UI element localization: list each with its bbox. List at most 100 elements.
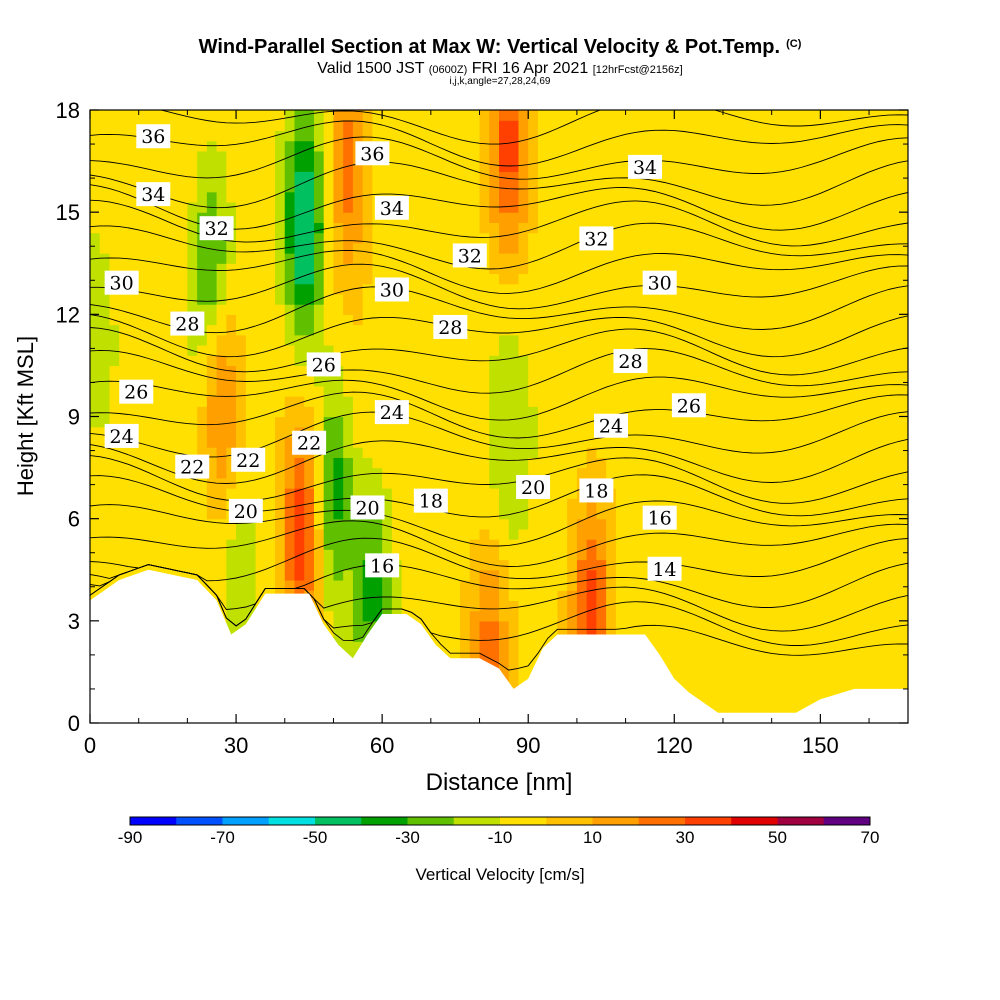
velocity-cell <box>576 590 588 601</box>
velocity-cell <box>236 559 247 571</box>
velocity-cell <box>333 324 344 336</box>
velocity-cell <box>635 242 646 254</box>
velocity-cell <box>791 201 802 213</box>
velocity-cell <box>109 488 120 499</box>
velocity-cell <box>508 283 520 295</box>
velocity-cell <box>430 181 442 193</box>
velocity-cell <box>275 447 286 458</box>
velocity-cell <box>664 528 675 540</box>
velocity-cell <box>411 304 422 315</box>
velocity-cell <box>333 150 344 162</box>
velocity-cell <box>830 579 841 591</box>
velocity-cell <box>304 406 315 418</box>
velocity-cell <box>479 344 490 356</box>
velocity-cell <box>197 334 208 346</box>
velocity-cell <box>625 385 636 397</box>
velocity-cell <box>752 426 763 438</box>
velocity-cell <box>625 293 636 305</box>
velocity-cell <box>732 661 744 673</box>
velocity-cell <box>674 498 685 510</box>
velocity-cell <box>343 610 354 622</box>
velocity-cell <box>236 334 247 346</box>
velocity-cell <box>791 396 802 407</box>
velocity-cell <box>742 130 753 142</box>
velocity-cell <box>343 569 354 581</box>
velocity-cell <box>606 161 617 172</box>
velocity-cell <box>489 161 500 172</box>
velocity-cell <box>674 426 685 438</box>
velocity-cell <box>878 559 890 571</box>
velocity-cell <box>528 416 539 428</box>
velocity-cell <box>518 161 529 172</box>
velocity-cell <box>226 528 237 540</box>
velocity-cell <box>372 334 383 346</box>
velocity-cell <box>557 406 568 418</box>
velocity-cell <box>820 539 831 550</box>
velocity-cell <box>567 620 578 632</box>
velocity-cell <box>323 457 335 469</box>
velocity-cell <box>362 212 374 223</box>
velocity-cell <box>333 334 344 346</box>
velocity-cell <box>489 150 500 162</box>
velocity-cell <box>323 171 335 183</box>
velocity-cell <box>197 263 208 275</box>
velocity-cell <box>304 304 315 315</box>
velocity-cell <box>732 641 744 653</box>
velocity-cell <box>197 477 208 489</box>
velocity-cell <box>713 191 724 203</box>
velocity-cell <box>878 498 890 510</box>
velocity-cell <box>693 559 705 571</box>
velocity-cell <box>167 263 179 275</box>
velocity-cell <box>820 579 831 591</box>
velocity-cell <box>557 590 568 601</box>
velocity-cell <box>664 334 675 346</box>
velocity-cell <box>869 191 880 203</box>
velocity-cell <box>625 477 636 489</box>
velocity-cell <box>158 436 169 448</box>
velocity-cell <box>878 324 890 336</box>
velocity-cell <box>333 171 344 183</box>
velocity-cell <box>499 375 510 387</box>
velocity-cell <box>869 344 880 356</box>
velocity-cell <box>391 579 403 591</box>
velocity-cell <box>654 110 666 121</box>
velocity-cell <box>265 212 276 223</box>
velocity-cell <box>343 304 354 315</box>
velocity-cell <box>869 457 880 469</box>
velocity-cell <box>469 222 481 234</box>
velocity-cell <box>771 631 783 642</box>
velocity-cell <box>518 590 529 601</box>
velocity-cell <box>391 120 403 132</box>
velocity-cell <box>859 508 870 520</box>
velocity-cell <box>586 120 597 132</box>
velocity-cell <box>869 304 880 315</box>
velocity-cell <box>99 150 111 162</box>
velocity-cell <box>839 334 851 346</box>
velocity-cell <box>440 426 451 438</box>
velocity-cell <box>625 242 636 254</box>
velocity-cell <box>625 273 636 285</box>
velocity-cell <box>352 161 364 172</box>
velocity-cell <box>869 212 880 223</box>
velocity-cell <box>752 447 763 458</box>
velocity-cell <box>615 488 627 499</box>
velocity-cell <box>90 120 101 132</box>
velocity-cell <box>810 120 821 132</box>
velocity-cell <box>830 232 841 244</box>
velocity-cell <box>313 130 325 142</box>
velocity-cell <box>674 222 685 234</box>
velocity-cell <box>576 161 588 172</box>
velocity-cell <box>859 682 870 693</box>
velocity-cell <box>664 600 675 612</box>
velocity-cell <box>499 365 510 377</box>
velocity-cell <box>820 293 831 305</box>
velocity-cell <box>90 436 101 448</box>
velocity-cell <box>849 426 860 438</box>
velocity-cell <box>187 253 198 264</box>
velocity-cell <box>128 181 140 193</box>
velocity-cell <box>450 110 461 121</box>
velocity-cell <box>499 539 510 550</box>
velocity-cell <box>255 222 266 234</box>
velocity-cell <box>547 539 559 550</box>
velocity-cell <box>752 559 763 571</box>
